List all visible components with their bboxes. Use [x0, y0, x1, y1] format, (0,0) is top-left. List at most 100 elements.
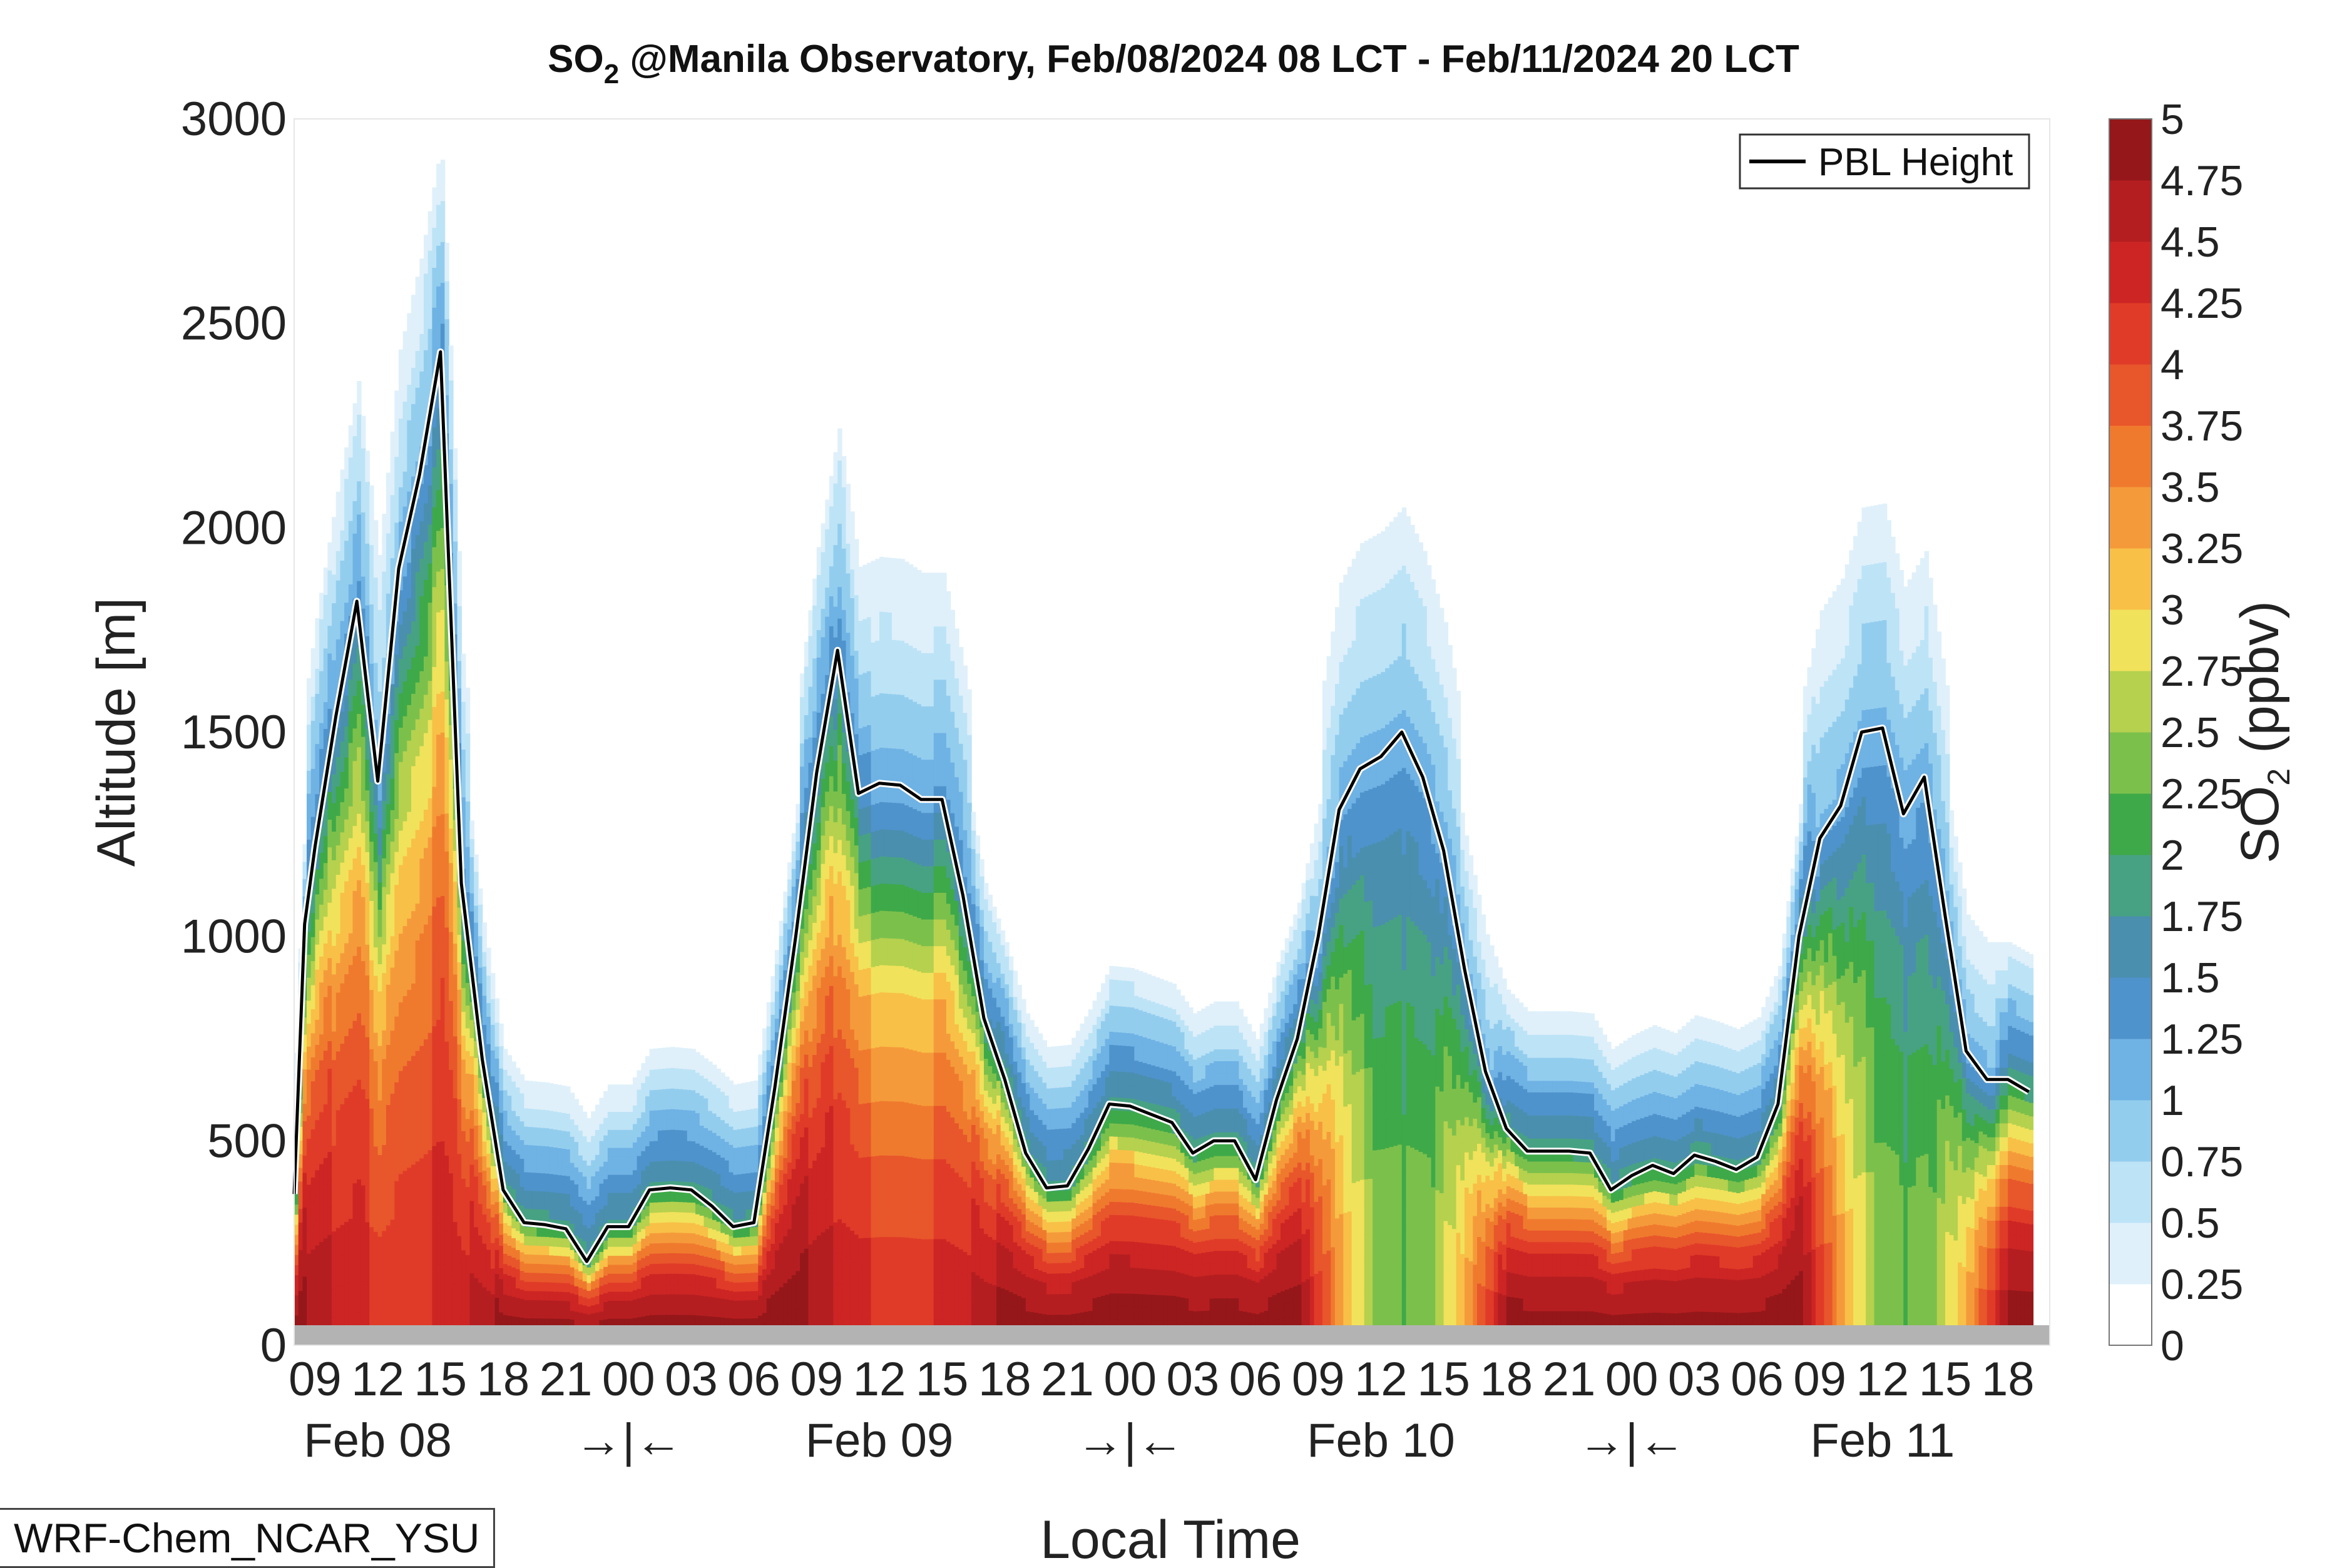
contour-cell: [954, 875, 959, 901]
contour-cell: [929, 1212, 934, 1240]
contour-cell: [432, 985, 437, 1027]
contour-cell: [536, 1263, 541, 1273]
contour-cell: [327, 1013, 332, 1042]
contour-cell: [411, 729, 416, 766]
contour-cell: [599, 1149, 604, 1158]
contour-cell: [595, 1262, 600, 1271]
contour-cell: [954, 628, 959, 654]
contour-cell: [482, 1184, 487, 1200]
contour-cell: [582, 1200, 588, 1209]
contour-cell: [658, 1283, 663, 1295]
contour-cell: [779, 1257, 784, 1273]
contour-cell: [929, 839, 934, 867]
contour-cell: [340, 922, 345, 954]
contour-cell: [695, 1072, 700, 1083]
contour-cell: [975, 853, 981, 872]
contour-cell: [407, 811, 412, 848]
contour-cell: [871, 885, 876, 914]
contour-cell: [963, 1275, 968, 1299]
contour-cell: [352, 566, 357, 599]
contour-cell: [411, 802, 416, 839]
contour-cell: [516, 1144, 521, 1155]
contour-cell: [841, 456, 847, 487]
contour-cell: [499, 1057, 504, 1069]
contour-cell: [586, 1133, 591, 1143]
contour-cell: [424, 349, 429, 389]
contour-cell: [783, 1079, 788, 1096]
contour-cell: [996, 1139, 1001, 1155]
contour-cell: [800, 997, 805, 1022]
contour-cell: [666, 1047, 671, 1059]
contour-cell: [775, 1004, 780, 1019]
contour-cell: [357, 946, 362, 980]
contour-cell: [804, 1272, 809, 1298]
contour-cell: [595, 1112, 600, 1122]
contour-cell: [904, 750, 909, 778]
contour-cell: [783, 1204, 788, 1221]
contour-cell: [377, 1100, 383, 1128]
contour-cell: [724, 1280, 730, 1290]
contour-cell: [871, 1156, 876, 1184]
contour-cell: [595, 1311, 600, 1321]
contour-cell: [800, 835, 805, 860]
contour-cell: [963, 736, 968, 760]
contour-cell: [716, 1278, 721, 1289]
contour-cell: [516, 1240, 521, 1250]
contour-cell: [825, 733, 830, 763]
contour-cell: [557, 1228, 563, 1238]
contour-cell: [887, 1155, 892, 1183]
contour-cell: [992, 1179, 997, 1195]
contour-cell: [996, 1095, 1001, 1111]
contour-cell: [946, 1033, 951, 1060]
contour-cell: [390, 872, 396, 905]
contour-cell: [862, 1183, 867, 1211]
contour-cell: [599, 1097, 604, 1107]
contour-cell: [988, 941, 993, 958]
contour-cell: [641, 1179, 646, 1191]
contour-cell: [637, 1298, 642, 1308]
contour-cell: [440, 1018, 446, 1060]
contour-cell: [829, 1016, 834, 1046]
contour-cell: [382, 829, 387, 858]
contour-cell: [478, 951, 483, 968]
contour-cell: [327, 819, 332, 848]
contour-cell: [591, 1273, 596, 1281]
contour-cell: [645, 1086, 650, 1097]
contour-cell: [519, 1280, 525, 1290]
contour-cell: [616, 1174, 621, 1184]
contour-cell: [942, 653, 947, 680]
contour-cell: [938, 865, 943, 893]
contour-cell: [950, 1142, 955, 1169]
contour-cell: [427, 602, 433, 642]
contour-cell: [691, 1253, 696, 1265]
contour-cell: [841, 1253, 847, 1285]
contour-cell: [841, 1131, 847, 1162]
contour-cell: [875, 667, 880, 695]
contour-cell: [812, 895, 817, 923]
contour-cell: [507, 1225, 513, 1236]
contour-cell: [536, 1127, 541, 1137]
contour-cell: [892, 1182, 897, 1210]
contour-cell: [963, 876, 968, 901]
contour-cell: [950, 812, 955, 839]
contour-cell: [465, 1141, 471, 1164]
contour-cell: [377, 582, 383, 610]
contour-cell: [649, 1131, 655, 1142]
contour-cell: [352, 1183, 357, 1216]
contour-cell: [310, 1104, 316, 1130]
contour-cell: [708, 1306, 713, 1316]
contour-cell: [900, 694, 905, 723]
contour-cell: [816, 1208, 822, 1236]
contour-cell: [892, 612, 897, 640]
contour-cell: [988, 1066, 993, 1082]
contour-cell: [327, 1235, 332, 1263]
contour-cell: [967, 870, 972, 893]
contour-cell: [633, 1133, 638, 1143]
contour-cell: [578, 1204, 583, 1214]
contour-cell: [867, 563, 872, 591]
contour-cell: [967, 1096, 972, 1120]
contour-cell: [946, 929, 951, 956]
contour-cell: [879, 937, 884, 965]
contour-cell: [360, 576, 366, 609]
contour-cell: [453, 974, 458, 1006]
